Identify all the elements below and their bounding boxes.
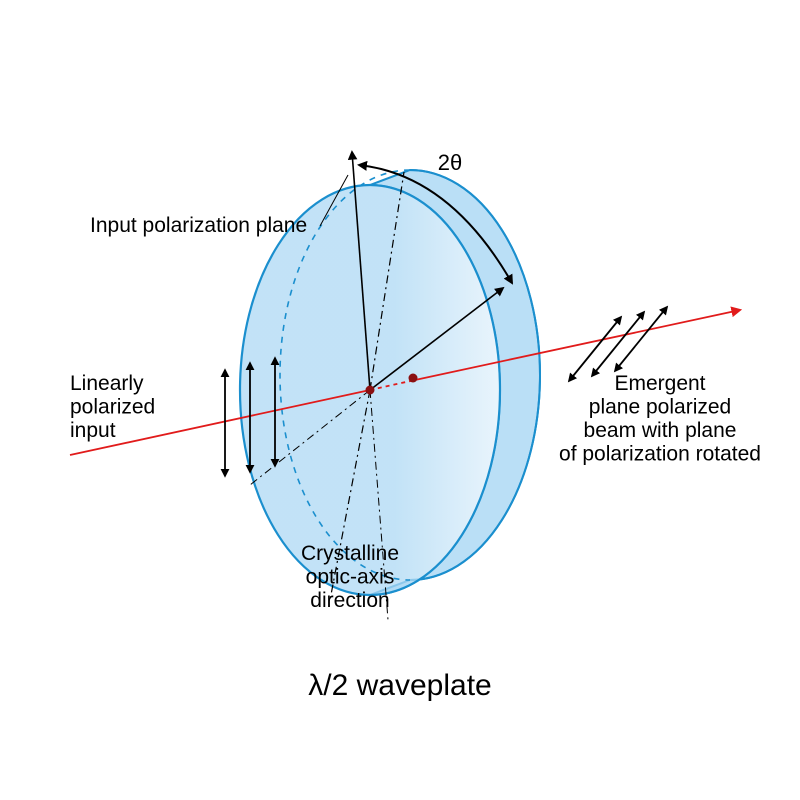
center-dot-front [366, 386, 375, 395]
label-optic-axis: Crystallineoptic-axisdirection [301, 542, 399, 612]
label-linearly-polarized-input: Linearlypolarizedinput [70, 372, 155, 442]
label-emergent: Emergentplane polarizedbeam with planeof… [559, 372, 761, 466]
diagram-title: λ/2 waveplate [308, 669, 491, 702]
label-angle: 2θ [438, 150, 462, 175]
label-input-pol-plane: Input polarization plane [90, 214, 307, 237]
center-dot-back [409, 374, 418, 383]
